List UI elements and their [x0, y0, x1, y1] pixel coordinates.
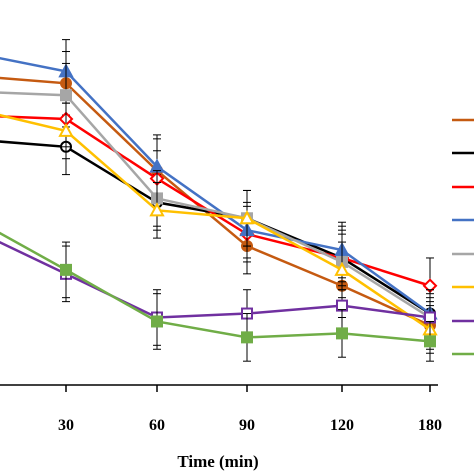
series-line [0, 241, 431, 319]
data-point [151, 315, 163, 328]
data-point [149, 202, 165, 217]
data-point [58, 122, 74, 137]
series-line [0, 76, 431, 327]
data-point [336, 327, 348, 340]
series-5 [0, 102, 438, 354]
series-line [0, 140, 431, 315]
series-6 [0, 241, 436, 346]
series-1 [0, 118, 436, 338]
x-ticks: 30 60 90 120 180 [58, 385, 442, 434]
series-line [0, 231, 431, 343]
x-tick-label: 30 [58, 417, 74, 434]
x-tick-label: 90 [239, 417, 255, 434]
x-axis-title: Time (min) [177, 452, 258, 471]
series-4 [0, 62, 436, 342]
data-point [60, 263, 72, 276]
x-tick-label: 120 [330, 417, 354, 434]
data-point [241, 331, 253, 344]
series-line [0, 115, 431, 287]
data-point [424, 335, 436, 348]
series-line [0, 113, 431, 331]
data-point [60, 89, 72, 102]
series-line [0, 91, 431, 319]
series-7 [0, 231, 436, 362]
series-line [0, 56, 431, 315]
legend [452, 118, 474, 356]
x-tick-label: 60 [149, 417, 165, 434]
x-tick-label: 180 [418, 417, 442, 434]
series-layer [0, 39, 438, 362]
data-point [334, 261, 350, 276]
data-point [239, 210, 255, 225]
